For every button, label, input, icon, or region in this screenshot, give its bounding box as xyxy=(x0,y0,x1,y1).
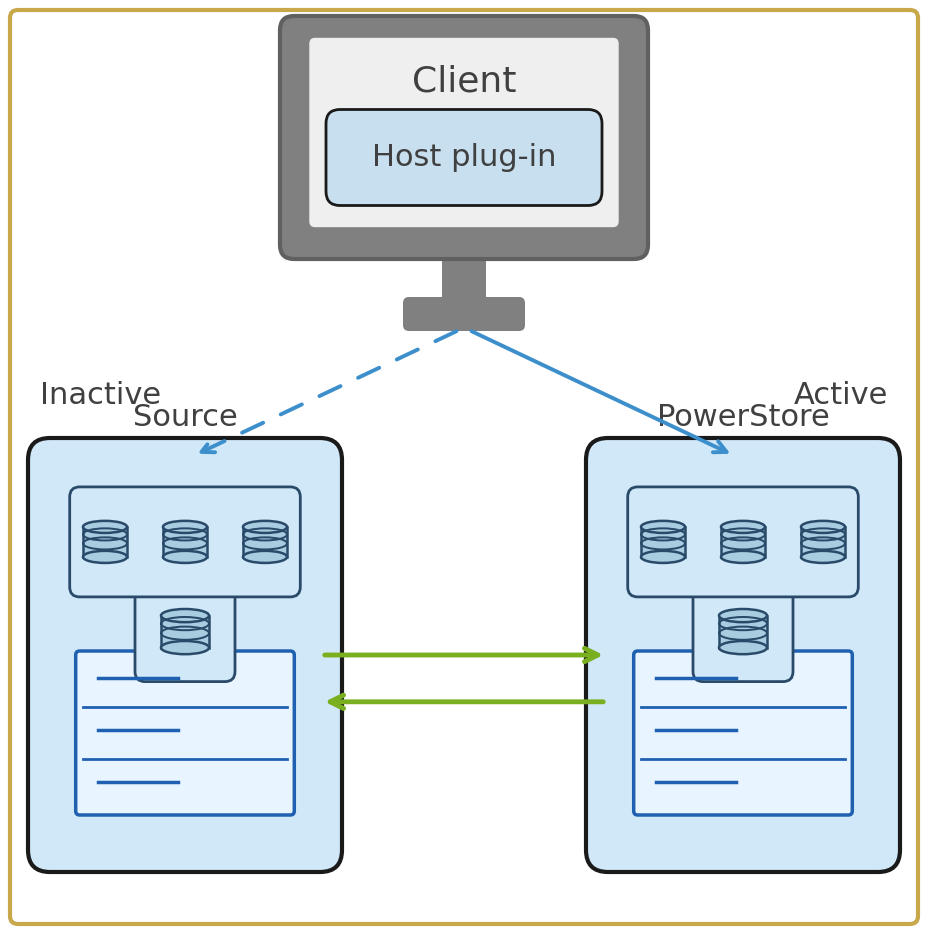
Text: PowerStore: PowerStore xyxy=(656,403,829,432)
Text: Active: Active xyxy=(793,380,887,409)
FancyBboxPatch shape xyxy=(627,487,857,597)
FancyBboxPatch shape xyxy=(280,16,647,259)
Text: Inactive: Inactive xyxy=(40,380,161,409)
Ellipse shape xyxy=(83,521,127,533)
FancyBboxPatch shape xyxy=(633,651,851,815)
FancyBboxPatch shape xyxy=(76,651,294,815)
FancyBboxPatch shape xyxy=(310,38,617,227)
FancyBboxPatch shape xyxy=(692,582,793,682)
FancyBboxPatch shape xyxy=(134,582,235,682)
Text: Client: Client xyxy=(412,64,515,98)
Bar xyxy=(163,527,207,557)
Bar xyxy=(720,527,764,557)
Ellipse shape xyxy=(720,521,764,533)
Bar xyxy=(160,616,209,647)
Ellipse shape xyxy=(800,551,844,563)
Bar xyxy=(800,527,844,557)
Ellipse shape xyxy=(163,521,207,533)
FancyBboxPatch shape xyxy=(325,109,602,205)
Text: Host plug-in: Host plug-in xyxy=(372,143,555,172)
Bar xyxy=(718,616,767,647)
Ellipse shape xyxy=(641,551,684,563)
Text: Source: Source xyxy=(133,403,237,432)
Ellipse shape xyxy=(718,641,767,654)
Ellipse shape xyxy=(83,551,127,563)
FancyBboxPatch shape xyxy=(28,438,342,872)
Ellipse shape xyxy=(160,609,209,622)
Ellipse shape xyxy=(163,551,207,563)
FancyBboxPatch shape xyxy=(585,438,899,872)
FancyBboxPatch shape xyxy=(10,10,917,924)
FancyBboxPatch shape xyxy=(441,245,486,303)
Ellipse shape xyxy=(641,521,684,533)
Ellipse shape xyxy=(160,641,209,654)
Ellipse shape xyxy=(243,551,286,563)
Bar xyxy=(83,527,127,557)
Bar xyxy=(641,527,684,557)
FancyBboxPatch shape xyxy=(402,297,525,331)
Ellipse shape xyxy=(720,551,764,563)
FancyBboxPatch shape xyxy=(70,487,300,597)
Ellipse shape xyxy=(800,521,844,533)
Ellipse shape xyxy=(718,609,767,622)
Bar xyxy=(243,527,286,557)
Ellipse shape xyxy=(243,521,286,533)
